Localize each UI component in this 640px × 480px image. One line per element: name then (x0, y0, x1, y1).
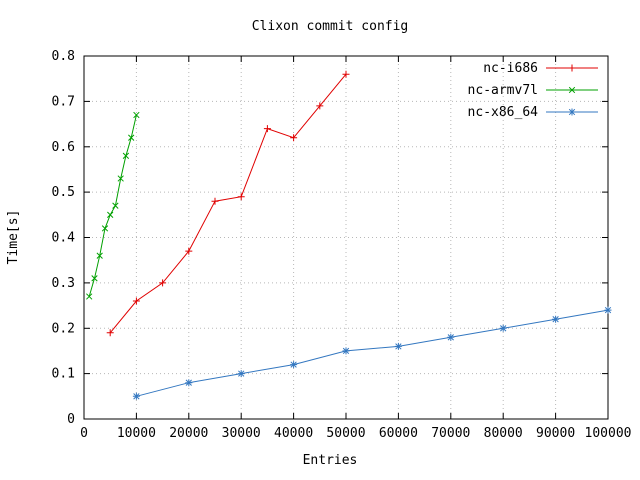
x-tick-label: 0 (80, 426, 88, 441)
x-tick-label: 90000 (536, 426, 575, 441)
legend-entry-nc-x86_64: nc-x86_64 (468, 105, 598, 120)
x-tick-label: 60000 (379, 426, 418, 441)
y-tick-label: 0.4 (52, 231, 76, 246)
y-tick-label: 0.1 (52, 367, 75, 382)
x-axis-label: Entries (303, 453, 358, 468)
x-tick-label: 20000 (169, 426, 208, 441)
y-tick-label: 0.3 (52, 276, 75, 291)
y-tick-label: 0.5 (52, 185, 75, 200)
x-tick-label: 40000 (274, 426, 313, 441)
x-tick-label: 70000 (431, 426, 470, 441)
x-tick-label: 100000 (585, 426, 632, 441)
chart-title: Clixon commit config (252, 19, 409, 34)
series-nc-i686 (106, 70, 350, 337)
y-tick-label: 0.6 (52, 140, 75, 155)
plot-border (83, 55, 609, 420)
y-tick-label: 0 (67, 412, 75, 427)
legend-entry-nc-i686: nc-i686 (483, 61, 598, 76)
x-tick-label: 10000 (117, 426, 156, 441)
series-nc-x86_64 (132, 306, 612, 400)
series-nc-armv7l (86, 111, 140, 300)
y-tick-label: 0.8 (52, 49, 75, 64)
x-tick-label: 30000 (222, 426, 261, 441)
y-tick-label: 0.2 (52, 321, 75, 336)
x-tick-label: 80000 (484, 426, 523, 441)
y-tick-label: 0.7 (52, 94, 75, 109)
legend-entry-nc-armv7l: nc-armv7l (468, 83, 598, 98)
x-tick-label: 50000 (326, 426, 365, 441)
y-axis-label: Time[s] (6, 210, 21, 265)
legend-label: nc-armv7l (468, 83, 538, 98)
legend-label: nc-i686 (483, 61, 538, 76)
plot-area: 0 10000 20000 30000 40000 50000 60000 70000 8000… (52, 49, 632, 441)
legend-label: nc-x86_64 (468, 105, 539, 120)
